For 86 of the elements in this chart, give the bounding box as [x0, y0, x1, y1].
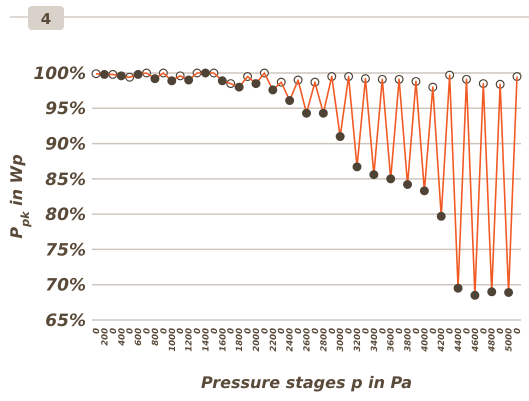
x-tick-label: 0: [462, 328, 472, 334]
x-tick-label: 0: [496, 328, 506, 334]
point: [436, 212, 446, 221]
x-tick-label: 2400: [286, 328, 296, 352]
x-tick-label: 1400: [201, 328, 212, 352]
point: [200, 68, 210, 78]
x-tick-label: 600: [134, 328, 144, 346]
x-tick-label: 0: [244, 328, 254, 334]
x-tick-label: 5000: [504, 328, 515, 352]
point: [504, 288, 514, 297]
x-tick-label: 3000: [336, 328, 346, 352]
x-tick-label: 0: [344, 328, 355, 334]
x-tick-label: 4200: [437, 328, 448, 353]
x-tick-label: 1800: [235, 328, 246, 352]
point: [184, 76, 194, 85]
x-tick-label: 0: [176, 328, 186, 334]
x-tick-label: 0: [226, 328, 237, 334]
x-tick-label: 2800: [319, 328, 330, 352]
point: [116, 71, 126, 80]
x-tick-label: 200: [100, 328, 110, 346]
x-tick-label: 0: [210, 328, 220, 334]
point: [218, 76, 227, 86]
y-tick-label: 65%: [45, 310, 86, 331]
x-tick-label: 0: [108, 328, 119, 334]
x-tick-label: 0: [446, 328, 456, 334]
point: [251, 79, 260, 88]
point: [167, 76, 176, 86]
x-tick-label: 0: [142, 328, 153, 334]
x-tick-label: 4000: [420, 328, 430, 353]
x-tick-label: 4400: [454, 328, 464, 353]
y-tick-label: 75%: [45, 240, 86, 260]
y-tick-label: 90%: [45, 134, 86, 155]
y-tick-label: 100%: [33, 64, 86, 84]
x-tick-label: 800: [150, 328, 161, 346]
x-tick-label: 3800: [404, 328, 414, 352]
x-tick-label: 400: [117, 328, 128, 347]
y-tick-label: 95%: [45, 99, 86, 120]
point: [470, 290, 480, 300]
point: [420, 186, 429, 196]
x-tick-label: 0: [126, 328, 136, 334]
x-tick-label: 2600: [302, 328, 312, 352]
point: [234, 82, 244, 92]
x-tick-label: 0: [378, 328, 388, 334]
x-tick-label: 0: [277, 328, 288, 334]
x-tick-label: 0: [395, 328, 406, 334]
x-tick-label: 0: [294, 328, 304, 334]
x-tick-label: 3200: [353, 328, 364, 352]
x-tick-label: 1600: [218, 328, 228, 352]
x-tick-label: 4600: [470, 328, 481, 353]
x-tick-label: 0: [361, 328, 372, 334]
point: [285, 96, 294, 106]
y-tick-label: 80%: [45, 205, 86, 226]
x-tick-label: 0: [92, 328, 102, 334]
x-tick-label: 1200: [184, 328, 195, 352]
point: [369, 170, 378, 180]
x-tick-label: 0: [513, 328, 523, 334]
x-tick-label: 0: [159, 328, 170, 334]
x-tick-label: 0: [479, 328, 490, 334]
x-tick-label: 3600: [386, 328, 397, 352]
x-axis-title: Pressure stages p in Pa: [200, 373, 412, 392]
y-tick-label: 70%: [45, 276, 86, 296]
chart-title: 4: [40, 10, 52, 28]
point: [403, 180, 412, 190]
point: [268, 85, 278, 94]
x-tick-label: 0: [328, 328, 338, 334]
x-tick-label: 0: [412, 328, 422, 334]
point: [134, 70, 143, 79]
point: [150, 74, 160, 84]
point: [302, 108, 311, 118]
point: [454, 284, 463, 293]
point: [336, 132, 345, 142]
point: [352, 162, 362, 172]
x-tick-label: 0: [193, 328, 204, 334]
y-tick-label: 85%: [45, 170, 86, 190]
x-tick-label: 0: [260, 328, 270, 334]
point: [100, 70, 109, 79]
x-tick-label: 2000: [252, 328, 262, 352]
x-tick-label: 1000: [168, 328, 178, 352]
x-tick-label: 3400: [370, 328, 380, 352]
point: [386, 174, 396, 184]
x-tick-label: 0: [310, 328, 321, 334]
x-tick-label: 2200: [268, 328, 279, 352]
x-tick-label: 0: [428, 328, 439, 334]
point: [487, 287, 496, 296]
point: [318, 108, 328, 118]
x-tick-label: 4800: [488, 328, 498, 353]
